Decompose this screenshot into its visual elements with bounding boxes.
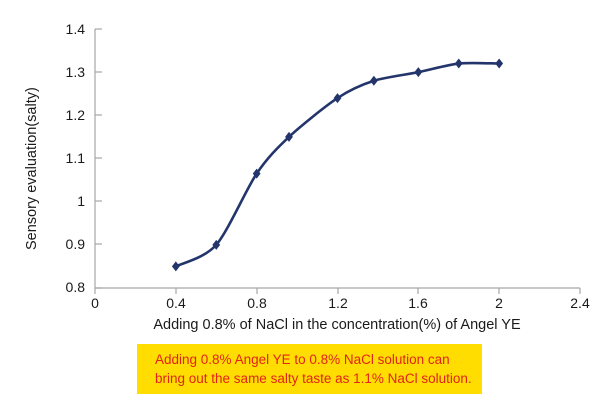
y-tick-label: 0.9: [66, 236, 86, 252]
data-point-marker: [414, 67, 423, 78]
data-point-marker: [171, 261, 180, 272]
data-point-marker: [495, 58, 504, 69]
data-point-marker: [252, 168, 261, 179]
x-tick-label: 2: [495, 295, 503, 311]
x-tick-label: 2.4: [570, 295, 590, 311]
x-tick-label: 1.6: [408, 295, 428, 311]
data-point-marker: [454, 58, 463, 69]
annotation-line-2: bring out the same salty taste as 1.1% N…: [155, 371, 472, 386]
y-tick-label: 1.2: [66, 107, 86, 123]
x-tick-label: 0.8: [247, 295, 267, 311]
y-axis-tick-labels: 1.4 1.3 1.2 1.1 1 0.9 0.8: [66, 21, 86, 295]
y-tick-label: 1.3: [66, 64, 86, 80]
annotation-line-1: Adding 0.8% Angel YE to 0.8% NaCl soluti…: [155, 352, 450, 367]
data-point-marker: [333, 93, 342, 104]
x-tick-label: 0: [91, 295, 99, 311]
x-axis-tick-labels: 0 0.4 0.8 1.2 1.6 2 2.4: [91, 295, 590, 311]
data-point-marker: [285, 131, 293, 142]
x-tick-label: 1.2: [328, 295, 348, 311]
y-tick-label: 0.8: [66, 279, 86, 295]
x-axis-title: Adding 0.8% of NaCl in the concentration…: [153, 317, 521, 333]
data-point-marker: [369, 75, 378, 86]
y-tick-label: 1.4: [66, 21, 86, 37]
y-tick-label: 1: [77, 193, 85, 209]
x-axis: [94, 287, 581, 294]
y-tick-label: 1.1: [66, 150, 86, 166]
y-axis-title: Sensory evaluation(salty): [24, 87, 40, 250]
annotation-callout: Adding 0.8% Angel YE to 0.8% NaCl soluti…: [137, 344, 482, 394]
data-point-markers: [171, 58, 504, 272]
x-tick-label: 0.4: [166, 295, 186, 311]
data-point-marker: [212, 239, 221, 250]
y-axis: [94, 28, 102, 289]
